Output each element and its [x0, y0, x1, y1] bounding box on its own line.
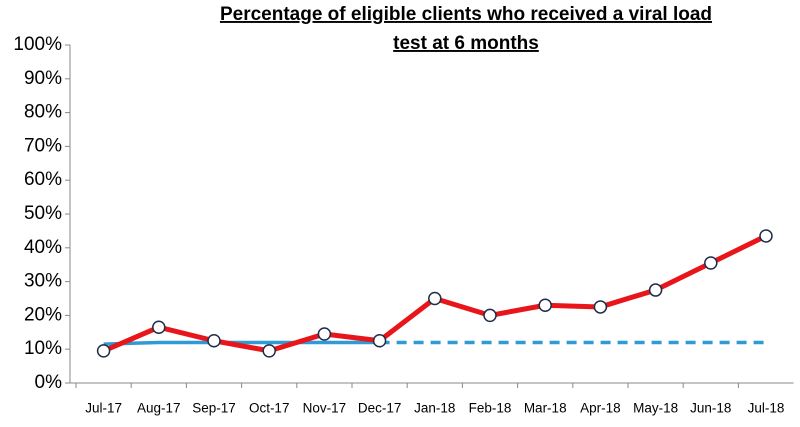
- point: [538, 298, 552, 313]
- y-tick-label: 10%: [24, 338, 62, 359]
- chart-title: Percentage of eligible clients who recei…: [220, 4, 712, 25]
- x-tick-label: Oct-17: [249, 401, 290, 416]
- y-tick-label: 80%: [24, 102, 62, 123]
- point: [262, 344, 276, 358]
- point: [207, 334, 221, 348]
- point: [152, 320, 166, 334]
- point: [372, 334, 387, 348]
- y-tick-label: 70%: [24, 135, 62, 156]
- x-tick-label: Jun-18: [690, 401, 731, 416]
- x-tick-label: Jul-17: [85, 401, 122, 416]
- x-tick-label: Dec-17: [358, 401, 402, 416]
- x-tick-label: Aug-17: [137, 401, 181, 416]
- y-tick-label: 50%: [24, 203, 62, 224]
- y-tick-label: 90%: [24, 68, 62, 89]
- y-tick-label: 0%: [35, 372, 63, 393]
- point: [648, 283, 663, 297]
- point: [759, 229, 773, 243]
- point: [317, 327, 332, 341]
- point: [96, 344, 111, 358]
- point: [593, 300, 608, 314]
- x-tick-label: Nov-17: [303, 401, 347, 416]
- y-tick-label: 40%: [24, 237, 62, 258]
- point: [704, 256, 718, 270]
- x-tick-label: Jul-18: [748, 401, 785, 416]
- x-tick-label: Jan-18: [414, 401, 455, 416]
- point: [483, 308, 497, 323]
- y-tick-label: 100%: [13, 34, 62, 55]
- y-tick-label: 20%: [24, 304, 62, 325]
- x-tick-label: Sep-17: [192, 401, 236, 416]
- x-tick-label: May-18: [633, 401, 678, 416]
- x-tick-label: Mar-18: [524, 401, 567, 416]
- y-tick-label: 30%: [24, 271, 62, 292]
- point: [428, 291, 442, 306]
- x-tick-label: Feb-18: [469, 401, 512, 416]
- series-line: [103, 340, 380, 346]
- x-tick-label: Apr-18: [580, 401, 621, 416]
- chart-title: test at 6 months: [393, 33, 539, 54]
- y-tick-label: 60%: [24, 169, 62, 190]
